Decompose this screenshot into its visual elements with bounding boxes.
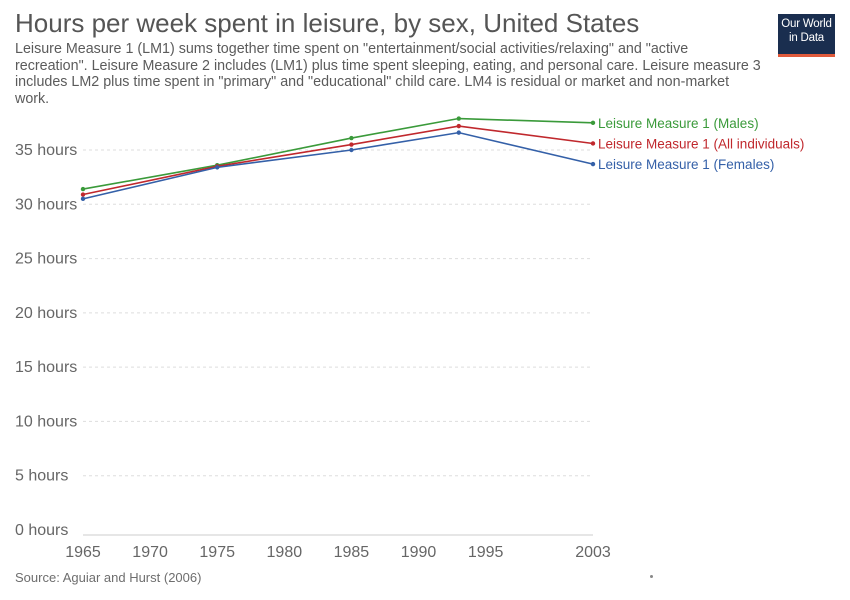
x-tick-label: 1975 <box>199 544 235 561</box>
owid-logo[interactable]: Our World in Data <box>778 14 835 57</box>
x-tick-label: 1965 <box>65 544 101 561</box>
x-tick-label: 1990 <box>401 544 437 561</box>
series-label[interactable]: Leisure Measure 1 (Females) <box>598 157 774 172</box>
y-tick-label: 20 hours <box>15 305 77 322</box>
series-label[interactable]: Leisure Measure 1 (All individuals) <box>598 136 804 151</box>
data-point[interactable] <box>456 123 461 129</box>
y-tick-label: 10 hours <box>15 413 77 430</box>
footer-dot <box>650 575 653 578</box>
data-point[interactable] <box>349 142 354 147</box>
logo-line-1: Our World <box>781 18 832 30</box>
logo-line-2: in Data <box>788 32 825 44</box>
data-point[interactable] <box>590 120 596 126</box>
chart-subtitle: Leisure Measure 1 (LM1) sums together ti… <box>15 41 761 107</box>
x-tick-label: 1970 <box>132 544 168 561</box>
data-point[interactable] <box>590 161 596 167</box>
x-tick-label: 1980 <box>267 544 303 561</box>
data-point[interactable] <box>349 147 354 153</box>
data-point[interactable] <box>456 130 461 135</box>
data-point[interactable] <box>80 186 86 192</box>
x-tick-label: 1995 <box>468 544 504 561</box>
data-point[interactable] <box>349 135 354 141</box>
y-tick-label: 25 hours <box>15 251 77 268</box>
x-tick-label: 2003 <box>575 544 611 561</box>
y-tick-label: 35 hours <box>15 142 77 159</box>
y-tick-label: 30 hours <box>15 196 77 213</box>
source-note: Source: Aguiar and Hurst (2006) <box>15 570 202 585</box>
data-point[interactable] <box>215 165 220 170</box>
x-tick-label: 1985 <box>334 544 370 561</box>
series-line-1[interactable] <box>82 125 594 196</box>
chart-title: Hours per week spent in leisure, by sex,… <box>15 8 640 38</box>
data-point[interactable] <box>80 192 86 197</box>
data-point[interactable] <box>80 196 86 202</box>
y-tick-label: 15 hours <box>15 359 77 376</box>
data-point[interactable] <box>456 116 461 121</box>
data-point[interactable] <box>590 141 596 146</box>
y-tick-label: 0 hours <box>15 522 68 539</box>
series-label[interactable]: Leisure Measure 1 (Males) <box>598 116 759 131</box>
series-line-2[interactable] <box>82 131 594 200</box>
y-tick-label: 5 hours <box>15 468 68 485</box>
